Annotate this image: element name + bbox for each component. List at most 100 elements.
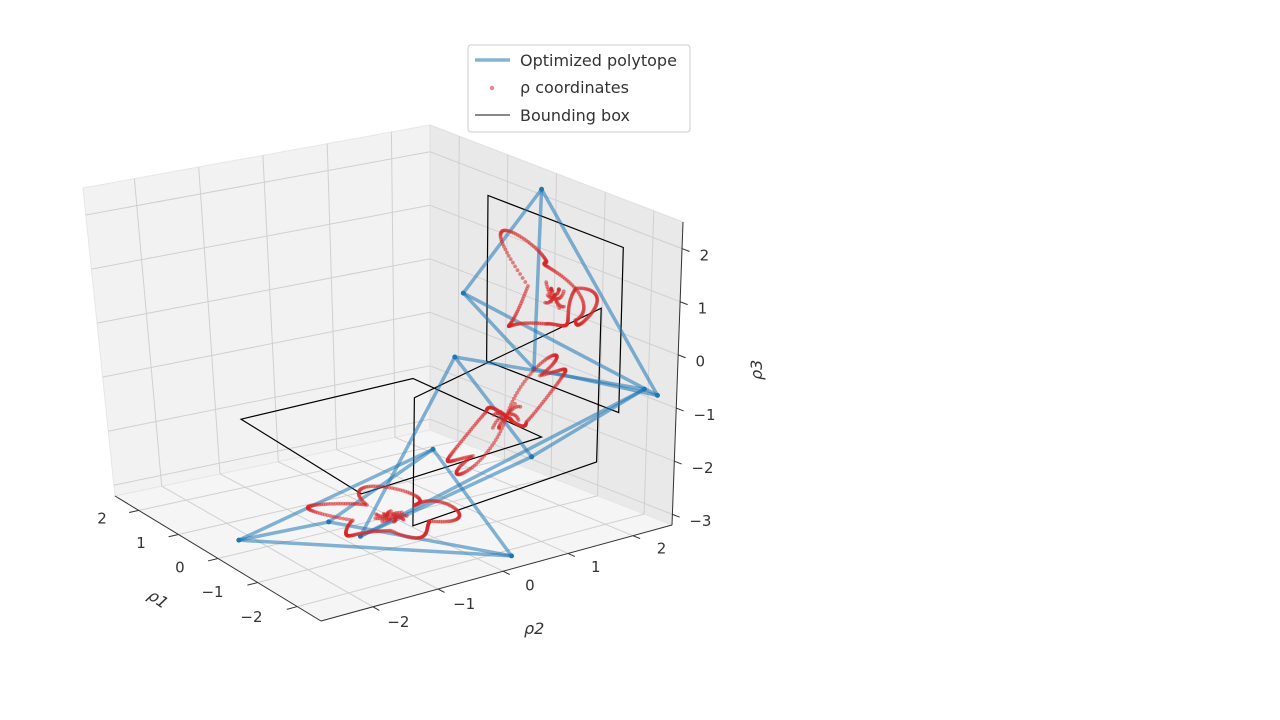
grid-line-y [133, 178, 374, 608]
z-tick-mark [681, 248, 690, 252]
rho-point-rho3 [544, 280, 549, 284]
rho-point-rho1 [501, 423, 506, 428]
rho-point-rho1 [500, 426, 504, 431]
polytope-vertex-rho2 [509, 553, 515, 559]
z-tick-mark [676, 407, 684, 412]
x-tick-mark [247, 582, 258, 586]
rho-point-rho3 [525, 286, 529, 291]
rho-point-rho2 [376, 484, 381, 489]
bounding-box-rho3 [485, 194, 624, 414]
rho-point-rho2 [380, 519, 385, 524]
z-tick-label: 0 [696, 353, 706, 371]
polytope-edge-rho1 [358, 355, 457, 539]
rho-point-rho2 [338, 501, 343, 506]
rho-point-rho2 [387, 485, 392, 490]
grid-line-y [326, 143, 569, 554]
legend: Optimized polytope ρ coordinates Boundin… [467, 44, 691, 133]
polytope-edge-rho3 [532, 187, 544, 371]
rho-point-rho3 [523, 280, 528, 284]
rho-point-rho1 [490, 443, 494, 448]
tick-marks: −2 −1 0 1 2 −2 −1 0 1 2 −3 −2 −1 0 1 2 [97, 246, 715, 631]
y-axis-line [320, 524, 673, 622]
rho-point-rho1 [518, 385, 523, 389]
rho-point-rho2 [404, 514, 409, 518]
rho-point-rho1 [510, 399, 515, 404]
polytope-edge-rho3 [461, 291, 536, 371]
grid-line-z [102, 311, 677, 409]
x-tick-mark [168, 533, 179, 538]
rho-point-rho2 [382, 511, 386, 516]
rho-point-rho1 [497, 432, 501, 437]
y-tick-label: 2 [657, 539, 667, 557]
z-axis-label: ρ3 [747, 360, 766, 380]
polytope-vertex-rho3 [654, 392, 660, 398]
polytope-edge-rho2 [431, 447, 514, 558]
polytope-edge-rho2 [237, 538, 514, 558]
rho-point-rho3 [556, 287, 561, 292]
rho-point-rho1 [492, 440, 496, 445]
z-tick-mark [677, 354, 686, 359]
polytope-edge-rho3 [539, 187, 660, 398]
rho-point-rho3 [543, 300, 548, 305]
rho-point-rho3 [550, 288, 555, 293]
grid-line-z [85, 151, 683, 250]
rho-point-rho2 [381, 484, 386, 489]
grid-line-y [262, 155, 504, 572]
y-tick-mark [372, 606, 380, 611]
plot-area [236, 186, 660, 559]
y-tick-label: −1 [453, 595, 475, 613]
x-tick-mark [207, 558, 219, 562]
rho-point-rho1 [516, 418, 521, 422]
rho-point-rho1 [498, 429, 503, 434]
polytope-edge-rho3 [461, 291, 660, 398]
rho-point-rho1 [520, 382, 525, 387]
rho-point-rho3 [503, 247, 508, 252]
grid-line-z [91, 204, 681, 303]
polytope-edge-rho2 [237, 447, 435, 542]
bounding-box-rho2 [239, 377, 544, 495]
x-tick-label: 2 [97, 509, 107, 527]
rho-point-rho2 [379, 484, 383, 489]
rho-point-rho1 [491, 413, 496, 417]
y-axis-label: ρ2 [524, 619, 544, 638]
rho-point-rho2 [391, 520, 396, 524]
polytope-vertex-rho2 [430, 446, 436, 452]
y-tick-mark [502, 570, 510, 575]
x-axis-label: ρ1 [144, 585, 172, 612]
rho-point-rho2 [344, 517, 349, 522]
rho-point-rho1 [511, 396, 516, 401]
rho-point-rho1 [518, 404, 523, 409]
rho-point-rho2 [334, 515, 339, 520]
z-tick-label: 1 [698, 299, 708, 317]
rho-point-rho1 [503, 416, 508, 421]
rho-point-rho1 [488, 446, 493, 451]
rho-point-rho1 [508, 418, 513, 423]
bounding-box-rho1 [412, 307, 602, 527]
z-tick-label: −2 [691, 459, 713, 477]
rho-point-rho2 [331, 514, 336, 519]
grid-line-z [108, 365, 675, 462]
rho-point-rho1 [495, 435, 500, 440]
z-tick-label: −1 [693, 406, 715, 424]
rho-point-rho3 [520, 276, 525, 280]
rho-point-rho1 [513, 401, 517, 406]
rho-point-rho2 [401, 517, 406, 522]
y-tick-label: 0 [525, 576, 535, 594]
rho-point-rho3 [506, 253, 511, 258]
polytope-vertex-rho1 [452, 354, 458, 360]
rho-point-rho3 [508, 257, 513, 262]
y-tick-mark [437, 588, 445, 593]
y-tick-mark [632, 535, 641, 540]
rho-point-rho2 [347, 517, 352, 522]
x-tick-label: 1 [136, 534, 146, 552]
legend-label-polytope: Optimized polytope [520, 51, 677, 70]
z-tick-label: −3 [689, 512, 711, 530]
rho-point-rho2 [374, 512, 378, 517]
x-tick-mark [286, 606, 298, 610]
legend-frame [467, 44, 691, 133]
grid-line-z [113, 418, 673, 515]
polytope-vertex-rho1 [529, 454, 535, 460]
rho-point-rho2 [363, 502, 368, 507]
rho-point-rho1 [517, 388, 521, 392]
